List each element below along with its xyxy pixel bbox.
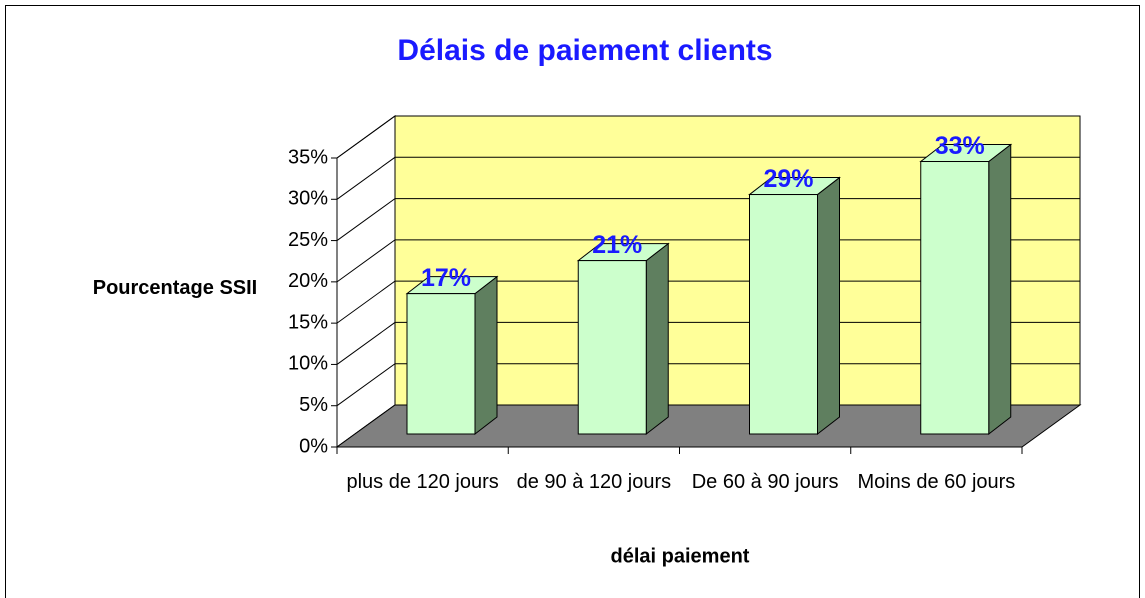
grid-line [336, 280, 1080, 324]
grid-line [336, 198, 1080, 241]
y-axis-title: Pourcentage SSII [92, 277, 258, 299]
value-label: 17% [421, 264, 471, 292]
grid-line [336, 363, 1080, 407]
y-tick-label: 15% [288, 311, 328, 333]
y-tick-label: 30% [288, 188, 328, 210]
value-label: 21% [592, 231, 642, 259]
bar [577, 260, 647, 435]
chart-frame [5, 5, 1140, 598]
bar-side [645, 242, 669, 436]
value-label: 33% [935, 132, 985, 160]
bar [920, 161, 990, 435]
x-axis-title: délai paiement [611, 545, 750, 567]
y-tick-label: 10% [288, 353, 328, 375]
bar [406, 293, 476, 435]
chart-title: Délais de paiement clients [397, 34, 772, 67]
y-tick-label: 25% [288, 229, 328, 251]
bar-side [988, 143, 1012, 436]
x-tick-label: plus de 120 jours [346, 471, 499, 493]
grid-line [336, 115, 1080, 159]
grid-line [336, 156, 1080, 200]
grid-line [336, 321, 1080, 365]
x-tick-label: De 60 à 90 jours [691, 471, 839, 493]
y-tick-label: 5% [299, 394, 328, 416]
bar [749, 194, 818, 435]
side-wall [336, 115, 396, 448]
x-tick-label: de 90 à 120 jours [516, 471, 672, 493]
grid-line [336, 239, 1080, 283]
y-tick-label: 20% [288, 270, 328, 292]
x-tick-label: Moins de 60 jours [857, 471, 1016, 493]
bar-side [817, 176, 840, 436]
value-label: 29% [763, 165, 813, 193]
bar-side [474, 275, 498, 436]
y-tick-label: 0% [299, 435, 328, 457]
y-tick-label: 35% [288, 146, 328, 168]
